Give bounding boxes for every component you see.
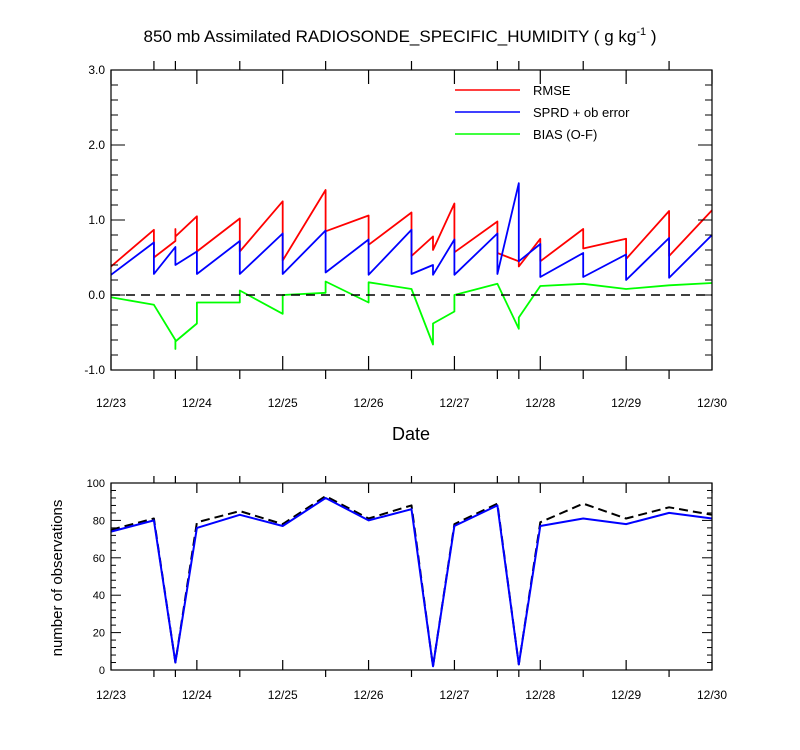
title-close: ) bbox=[646, 27, 656, 46]
y-tick-label: 20 bbox=[93, 628, 105, 640]
y-tick-label: 0 bbox=[99, 665, 105, 677]
top-axes: 12/23 12/24 12/25 12/26 12/27 12/28 12/29 12/30… bbox=[84, 61, 727, 410]
y-tick-label: 40 bbox=[93, 590, 105, 602]
x-tick-label: 12/25 bbox=[268, 688, 298, 702]
x-tick-label: 12/25 bbox=[268, 396, 298, 410]
chart-title: 850 mb Assimilated RADIOSONDE_SPECIFIC_H… bbox=[144, 26, 657, 46]
y-tick-label: 0.0 bbox=[88, 288, 105, 302]
bottom-axes: 12/23 12/24 12/25 12/26 12/27 12/28 12/29 12/30… bbox=[87, 476, 727, 702]
y-tick-label: 60 bbox=[93, 553, 105, 565]
legend: RMSE SPRD + ob error BIAS (O-F) bbox=[455, 83, 630, 142]
x-axis-title: Date bbox=[392, 424, 430, 444]
x-tick-label: 12/28 bbox=[525, 396, 555, 410]
series-line-possible bbox=[110, 495, 713, 668]
x-tick-label: 12/24 bbox=[182, 688, 212, 702]
legend-label-bias: BIAS (O-F) bbox=[533, 127, 597, 142]
y-tick-label: -1.0 bbox=[84, 363, 105, 377]
x-tick-label: 12/24 bbox=[182, 396, 212, 410]
x-tick-label: 12/26 bbox=[354, 688, 384, 702]
x-tick-label: 12/26 bbox=[354, 396, 384, 410]
bottom-series-group bbox=[110, 495, 713, 668]
bottom-chart: 12/23 12/24 12/25 12/26 12/27 12/28 12/29 12/30… bbox=[49, 476, 727, 702]
y-tick-label: 1.0 bbox=[88, 213, 105, 227]
top-chart: 12/23 12/24 12/25 12/26 12/27 12/28 12/29 12/30… bbox=[84, 61, 727, 444]
y-tick-label: 3.0 bbox=[88, 63, 105, 77]
x-tick-label: 12/30 bbox=[697, 396, 727, 410]
x-tick-label: 12/30 bbox=[697, 688, 727, 702]
x-tick-label: 12/27 bbox=[439, 396, 469, 410]
x-tick-label: 12/27 bbox=[439, 688, 469, 702]
x-tick-label: 12/29 bbox=[611, 688, 641, 702]
y-tick-label: 2.0 bbox=[88, 138, 105, 152]
x-tick-label: 12/29 bbox=[611, 396, 641, 410]
y-tick-label: 80 bbox=[93, 515, 105, 527]
top-series-group bbox=[110, 182, 713, 350]
x-tick-label: 12/28 bbox=[525, 688, 555, 702]
x-tick-label: 12/23 bbox=[96, 396, 126, 410]
title-text: 850 mb Assimilated RADIOSONDE_SPECIFIC_H… bbox=[144, 27, 637, 46]
series-line-sprd-ob-error bbox=[110, 182, 713, 281]
series-line-bias-o-f bbox=[110, 280, 713, 350]
title-unit-exponent: -1 bbox=[636, 26, 646, 38]
legend-label-rmse: RMSE bbox=[533, 83, 571, 98]
y-tick-label: 100 bbox=[87, 478, 105, 490]
legend-label-sprd: SPRD + ob error bbox=[533, 105, 630, 120]
y-axis-title-observations: number of observations bbox=[49, 500, 66, 657]
x-tick-label: 12/23 bbox=[96, 688, 126, 702]
series-line-assimilated bbox=[110, 497, 713, 668]
